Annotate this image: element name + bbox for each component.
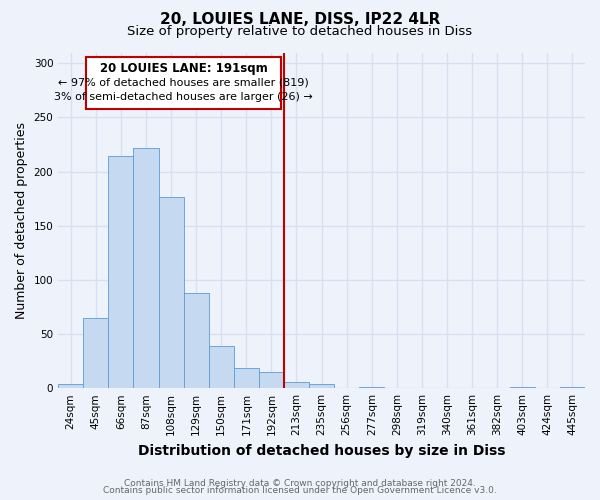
Bar xyxy=(209,346,234,388)
Text: 20 LOUIES LANE: 191sqm: 20 LOUIES LANE: 191sqm xyxy=(100,62,268,75)
Bar xyxy=(133,148,158,388)
Y-axis label: Number of detached properties: Number of detached properties xyxy=(15,122,28,319)
Text: Contains public sector information licensed under the Open Government Licence v3: Contains public sector information licen… xyxy=(103,486,497,495)
Text: 3% of semi-detached houses are larger (26) →: 3% of semi-detached houses are larger (2… xyxy=(54,92,313,102)
Bar xyxy=(83,318,109,388)
Bar xyxy=(359,387,385,388)
Text: 20, LOUIES LANE, DISS, IP22 4LR: 20, LOUIES LANE, DISS, IP22 4LR xyxy=(160,12,440,28)
Text: Size of property relative to detached houses in Diss: Size of property relative to detached ho… xyxy=(127,25,473,38)
Bar xyxy=(284,382,309,388)
Bar xyxy=(560,387,585,388)
Bar xyxy=(184,293,209,388)
X-axis label: Distribution of detached houses by size in Diss: Distribution of detached houses by size … xyxy=(138,444,505,458)
Bar xyxy=(510,387,535,388)
Text: Contains HM Land Registry data © Crown copyright and database right 2024.: Contains HM Land Registry data © Crown c… xyxy=(124,478,476,488)
Bar xyxy=(309,384,334,388)
Text: ← 97% of detached houses are smaller (819): ← 97% of detached houses are smaller (81… xyxy=(58,78,309,88)
Bar xyxy=(259,372,284,388)
FancyBboxPatch shape xyxy=(86,57,281,109)
Bar xyxy=(58,384,83,388)
Bar xyxy=(109,156,133,388)
Bar xyxy=(158,196,184,388)
Bar xyxy=(234,368,259,388)
